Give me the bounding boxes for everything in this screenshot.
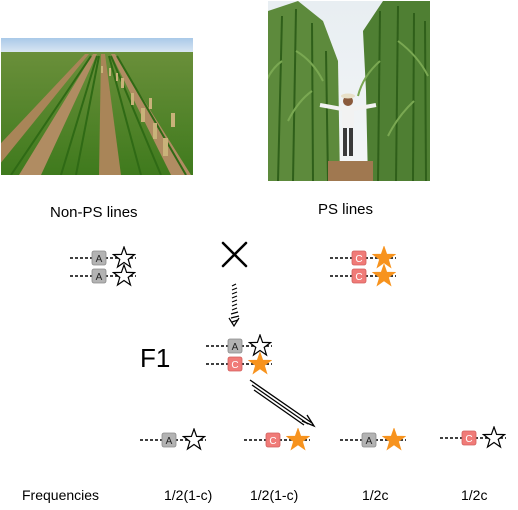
marker-c-label: C xyxy=(355,254,362,265)
marker-c-label: C xyxy=(355,272,362,283)
marker-c-box xyxy=(351,268,367,284)
star-outline-icon xyxy=(182,428,206,450)
marker-a-label: A xyxy=(166,436,173,447)
chromosome-strand: A xyxy=(140,428,206,450)
marker-c-label: C xyxy=(231,360,238,371)
marker-a-label: A xyxy=(366,436,373,447)
inheritance-arrow-down xyxy=(228,283,240,328)
non-ps-field-photo xyxy=(1,38,193,175)
ps-field-photo xyxy=(268,1,430,181)
marker-a-box xyxy=(361,432,377,448)
marker-a-label: A xyxy=(232,342,239,353)
chromosome-strand: A xyxy=(340,428,406,450)
non-ps-lines-label: Non-PS lines xyxy=(50,204,138,221)
marker-c-label: C xyxy=(465,434,472,445)
chromosome-strand: C xyxy=(440,426,506,448)
frequency-value: 1/2(1-c) xyxy=(250,487,299,503)
chromosome-strand: C xyxy=(206,352,272,374)
recombination-arrow xyxy=(249,379,316,428)
chromosome-strand: A xyxy=(70,264,136,286)
person-figure xyxy=(319,93,377,156)
frequency-value: 1/2c xyxy=(362,487,389,503)
marker-c-box xyxy=(265,432,281,448)
marker-c-box xyxy=(351,250,367,266)
star-filled-icon xyxy=(382,428,406,450)
frequency-value: 1/2c xyxy=(461,487,488,503)
marker-a-label: A xyxy=(96,254,103,265)
marker-a-box xyxy=(161,432,177,448)
chromosome-strand: C xyxy=(330,246,396,268)
marker-c-label: C xyxy=(269,436,276,447)
star-filled-icon xyxy=(286,428,310,450)
marker-c-box xyxy=(461,430,477,446)
marker-a-box xyxy=(91,268,107,284)
marker-a-label: A xyxy=(96,272,103,283)
non-ps-field-image xyxy=(1,38,193,175)
star-outline-icon xyxy=(482,426,506,448)
chromosome-strand: C xyxy=(330,264,396,286)
chromosome-strand: A xyxy=(206,334,272,356)
frequencies-label: Frequencies xyxy=(22,487,100,503)
ps-field-image xyxy=(268,1,430,181)
marker-c-box xyxy=(227,356,243,372)
ps-lines-label: PS lines xyxy=(318,201,374,218)
frequency-value: 1/2(1-c) xyxy=(164,487,213,503)
marker-a-box xyxy=(91,250,107,266)
chromosome-strand: C xyxy=(244,428,310,450)
f1-label: F1 xyxy=(140,343,171,373)
chromosome-strand: A xyxy=(70,246,136,268)
marker-a-box xyxy=(227,338,243,354)
cross-icon xyxy=(221,241,248,268)
